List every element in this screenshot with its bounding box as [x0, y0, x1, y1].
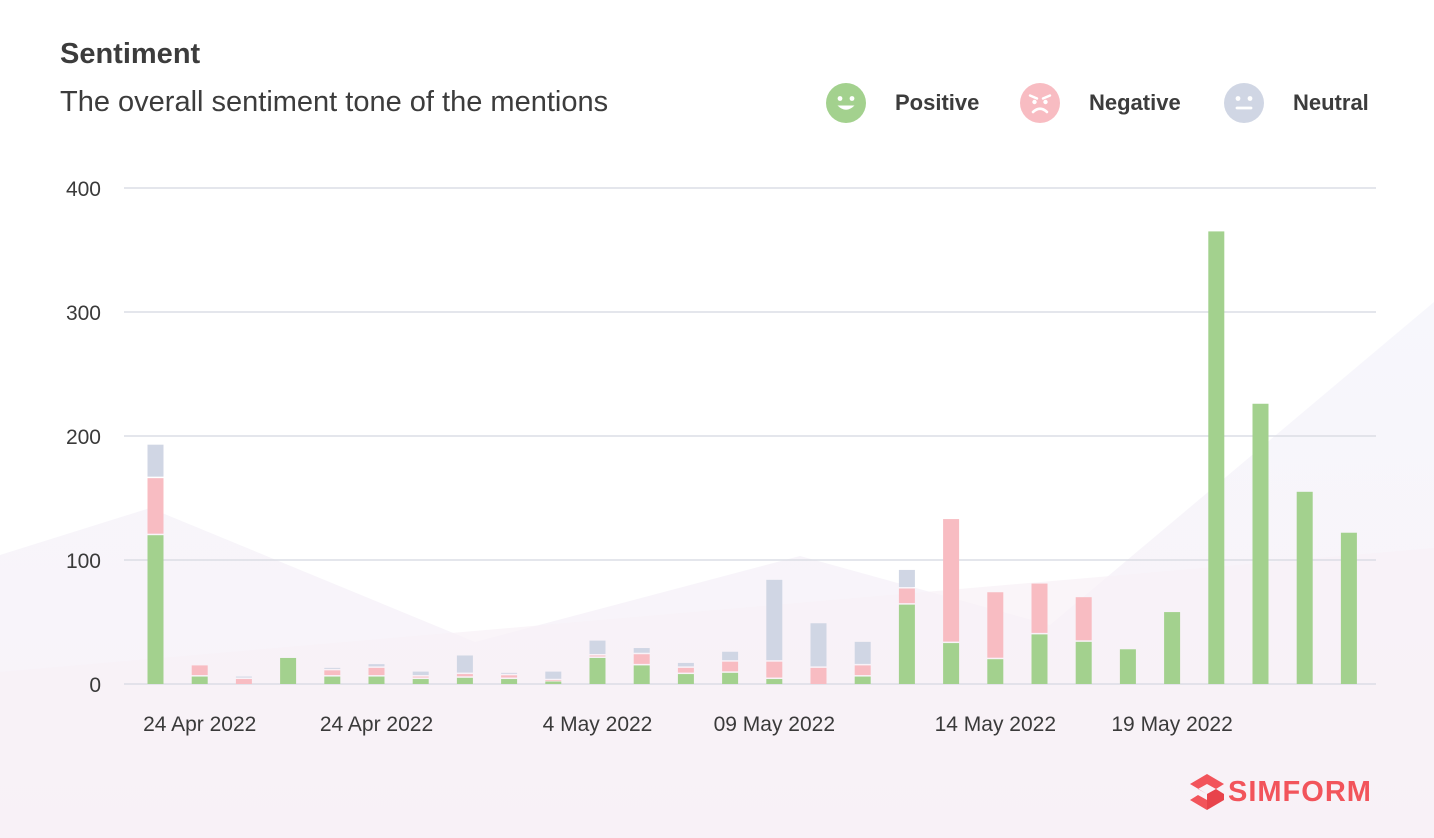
- bar-segment-negative: [235, 679, 252, 684]
- bar-segment-negative: [677, 667, 694, 673]
- x-tick-label: 24 Apr 2022: [143, 713, 256, 736]
- bar-segment-neutral: [898, 569, 915, 588]
- bar-segment-negative: [589, 655, 606, 657]
- bar-segment-positive: [1252, 403, 1269, 684]
- bar-segment-neutral: [501, 672, 518, 674]
- bar-segment-positive: [1340, 532, 1357, 684]
- bar-segment-negative: [943, 519, 960, 642]
- legend-item-negative[interactable]: Negative: [1020, 82, 1181, 124]
- bar-segment-negative: [191, 665, 208, 676]
- bar-segment-negative: [766, 661, 783, 678]
- bar-segment-negative: [854, 665, 871, 676]
- simform-logo: SIMFORM: [1188, 772, 1372, 812]
- bar-segment-negative: [810, 667, 827, 684]
- x-tick-label: 14 May 2022: [935, 713, 1056, 736]
- bar-segment-neutral: [677, 662, 694, 667]
- bar-segment-positive: [1296, 491, 1313, 684]
- bar-segment-positive: [898, 604, 915, 684]
- x-tick-label: 09 May 2022: [714, 713, 835, 736]
- bar-segment-negative: [722, 661, 739, 672]
- bar-segment-neutral: [412, 671, 429, 676]
- chart-subtitle: The overall sentiment tone of the mentio…: [60, 86, 609, 118]
- x-tick-label: 24 Apr 2022: [320, 713, 433, 736]
- bar-segment-neutral: [147, 444, 164, 477]
- bar-segment-neutral: [810, 623, 827, 667]
- bar-segment-positive: [1031, 634, 1048, 684]
- simform-logo-icon: [1190, 774, 1224, 810]
- bar-segment-positive: [147, 535, 164, 684]
- bar-segment-neutral: [854, 641, 871, 664]
- bar-segment-negative: [545, 680, 562, 682]
- y-tick-label: 400: [66, 178, 101, 201]
- legend-label-negative: Negative: [1089, 90, 1181, 115]
- bar-segment-negative: [1031, 583, 1048, 633]
- bar-segment-positive: [545, 681, 562, 684]
- bar-segment-positive: [633, 665, 650, 684]
- y-tick-label: 300: [66, 302, 101, 325]
- bar-segment-neutral: [545, 671, 562, 679]
- brand-name: SIMFORM: [1228, 775, 1372, 808]
- bar-segment-negative: [1075, 597, 1092, 641]
- bar-segment-negative: [456, 674, 473, 677]
- legend-label-neutral: Neutral: [1293, 90, 1369, 115]
- bar-segment-neutral: [633, 648, 650, 653]
- bar-segment-negative: [898, 588, 915, 604]
- legend-item-positive[interactable]: Positive: [826, 82, 979, 124]
- y-tick-label: 0: [89, 674, 101, 697]
- bar-segment-neutral: [589, 640, 606, 654]
- y-tick-label: 200: [66, 426, 101, 449]
- bar-segment-positive: [1164, 612, 1181, 684]
- bar-segment-neutral: [368, 664, 385, 667]
- x-tick-label: 4 May 2022: [543, 713, 653, 736]
- bar-segment-neutral: [766, 579, 783, 661]
- chart-title: Sentiment: [60, 38, 201, 70]
- bar-segment-neutral: [456, 655, 473, 673]
- bar-segment-negative: [501, 675, 518, 678]
- bar-segment-positive: [368, 676, 385, 684]
- bar-segment-neutral: [235, 676, 252, 678]
- bar-segment-positive: [412, 679, 429, 684]
- bar-segment-negative: [987, 592, 1004, 658]
- bar-segment-positive: [987, 659, 1004, 684]
- bar-segment-neutral: [324, 667, 341, 669]
- bar-segment-negative: [412, 676, 429, 678]
- bar-segment-negative: [147, 478, 164, 534]
- bar-segment-neutral: [722, 651, 739, 661]
- bar-segment-positive: [677, 674, 694, 684]
- x-tick-label: 19 May 2022: [1111, 713, 1232, 736]
- angry-face-icon: [1020, 83, 1060, 123]
- bar-segment-negative: [368, 667, 385, 676]
- bar-segment-negative: [633, 654, 650, 664]
- neutral-face-icon: [1224, 83, 1264, 123]
- bar-segment-positive: [589, 657, 606, 684]
- bar-segment-positive: [456, 677, 473, 684]
- y-tick-label: 100: [66, 550, 101, 573]
- bar-segment-positive: [722, 672, 739, 684]
- bar-segment-positive: [191, 676, 208, 684]
- bar-segment-positive: [324, 676, 341, 684]
- bar-segment-positive: [766, 679, 783, 684]
- legend-item-neutral[interactable]: Neutral: [1224, 82, 1369, 124]
- bar-segment-positive: [1075, 641, 1092, 684]
- bar-segment-positive: [943, 643, 960, 684]
- bar-segment-positive: [854, 676, 871, 684]
- bar-segment-positive: [1208, 231, 1225, 684]
- bar-segment-positive: [1119, 649, 1136, 684]
- legend-label-positive: Positive: [895, 90, 980, 115]
- bar-segment-positive: [501, 679, 518, 684]
- smile-icon: [826, 83, 866, 123]
- bar-segment-positive: [280, 657, 297, 684]
- bar-segment-negative: [324, 670, 341, 676]
